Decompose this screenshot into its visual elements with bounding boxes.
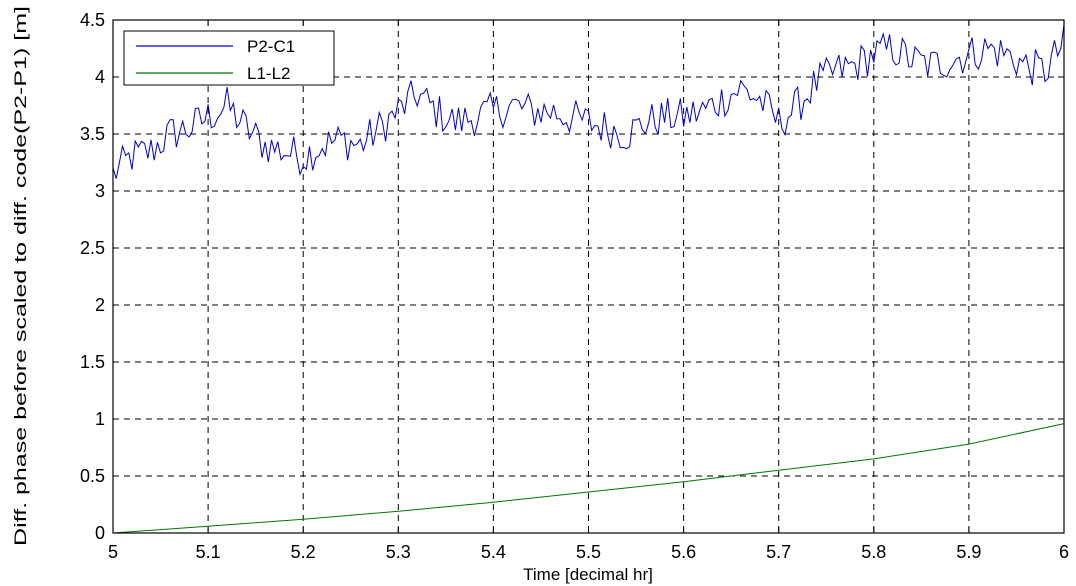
x-tick-label: 5.4 <box>481 542 506 562</box>
y-tick-label: 0.5 <box>80 466 105 486</box>
y-tick-label: 1.5 <box>80 352 105 372</box>
axis-ticks: 5 5.1 5.2 5.3 5.4 5.5 5.6 5.7 5.8 5.9 6 0 0.5 1 1.5 2 2.… <box>80 10 1069 562</box>
y-tick-label: 2 <box>95 295 105 315</box>
grid <box>113 20 1064 533</box>
legend-box <box>123 30 335 86</box>
x-tick-label: 5.7 <box>766 542 791 562</box>
series-line-p2-c1 <box>112 24 1065 179</box>
x-axis-label: Time [decimal hr] <box>523 565 653 584</box>
legend: P2-C1 L1-L2 <box>123 30 335 86</box>
y-tick-label: 1 <box>95 409 105 429</box>
y-axis-label: Diff. phase before scaled to diff. code(… <box>11 6 30 546</box>
x-tick-label: 5.3 <box>386 542 411 562</box>
series-layer <box>112 24 1065 534</box>
x-tick-label: 5 <box>108 542 118 562</box>
y-tick-label: 4.5 <box>80 10 105 30</box>
x-tick-label: 5.2 <box>291 542 316 562</box>
x-tick-label: 5.8 <box>861 542 886 562</box>
series-line-l1-l2 <box>112 423 1065 534</box>
y-tick-label: 0 <box>95 523 105 543</box>
x-tick-label: 5.6 <box>671 542 696 562</box>
y-tick-label: 2.5 <box>80 238 105 258</box>
x-tick-label: 5.9 <box>956 542 981 562</box>
legend-label-p2-c1: P2-C1 <box>247 37 295 56</box>
legend-label-l1-l2: L1-L2 <box>247 64 290 83</box>
y-tick-label: 3.5 <box>80 124 105 144</box>
x-tick-label: 5.5 <box>576 542 601 562</box>
y-tick-label: 4 <box>95 67 105 87</box>
x-tick-label: 5.1 <box>196 542 221 562</box>
x-tick-label: 6 <box>1059 542 1069 562</box>
y-tick-label: 3 <box>95 181 105 201</box>
